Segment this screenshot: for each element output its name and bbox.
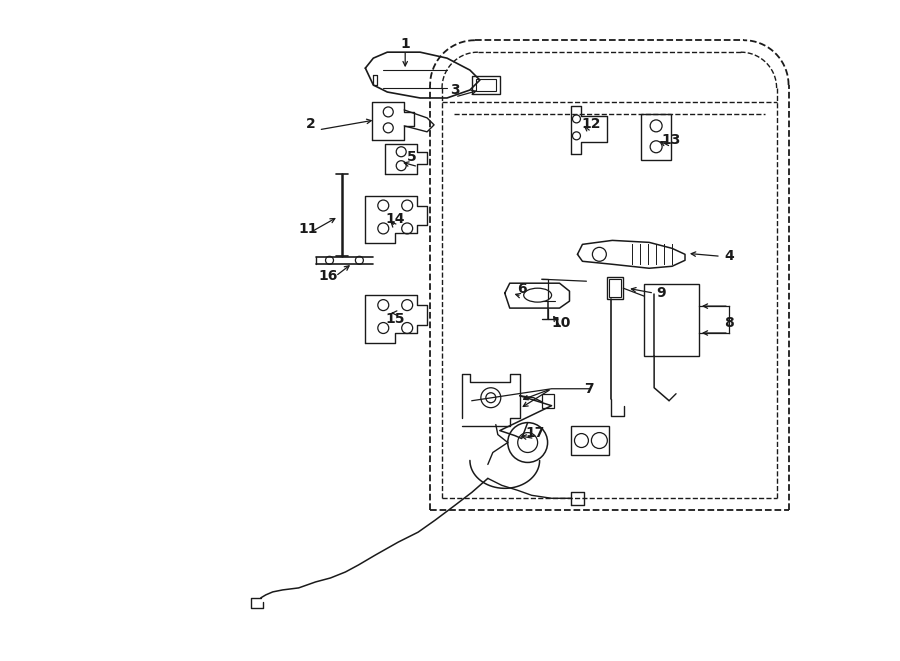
Text: 17: 17: [525, 426, 544, 440]
Text: 16: 16: [319, 269, 338, 283]
Bar: [608, 277, 624, 299]
Bar: [641, 114, 671, 160]
Text: 6: 6: [517, 282, 526, 296]
Bar: [644, 284, 699, 356]
Bar: [572, 426, 609, 455]
Text: 11: 11: [299, 223, 319, 237]
Text: 1: 1: [400, 37, 410, 51]
Text: 2: 2: [306, 117, 316, 131]
Bar: [476, 79, 496, 91]
Bar: [542, 394, 554, 408]
Text: 13: 13: [662, 133, 680, 147]
Text: 4: 4: [724, 249, 733, 263]
Text: 10: 10: [552, 316, 572, 330]
Text: 5: 5: [408, 150, 417, 164]
Text: 8: 8: [724, 316, 733, 330]
Text: 9: 9: [656, 286, 666, 300]
Text: 14: 14: [385, 212, 405, 227]
Text: 15: 15: [385, 312, 405, 326]
Bar: [472, 76, 500, 94]
Text: 12: 12: [581, 117, 601, 131]
Text: 7: 7: [585, 382, 594, 396]
Text: 3: 3: [450, 83, 460, 97]
Bar: [609, 279, 621, 297]
